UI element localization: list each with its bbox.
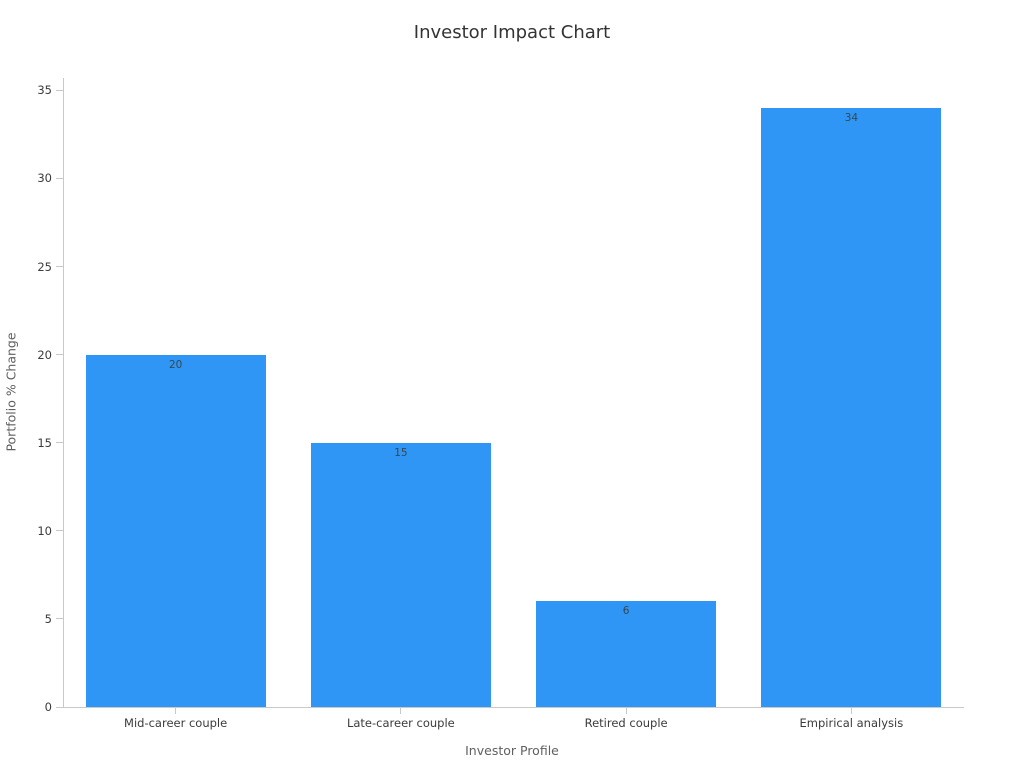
x-tick-label: Late-career couple (346, 716, 455, 730)
y-tick-mark (56, 89, 63, 91)
x-axis-title: Investor Profile (465, 743, 559, 758)
x-tick-mark (400, 707, 402, 714)
y-tick-label: 30 (37, 171, 52, 186)
x-tick-mark (625, 707, 627, 714)
x-tick-mark (850, 707, 852, 714)
y-axis-line (63, 78, 64, 707)
bar-value-label: 20 (168, 358, 183, 371)
y-tick-mark (56, 706, 63, 708)
x-axis-line (63, 707, 964, 708)
bar-value-label: 34 (844, 111, 859, 124)
y-tick-mark (56, 354, 63, 356)
bar-value-label: 6 (622, 605, 630, 618)
y-tick-label: 5 (44, 611, 52, 626)
y-tick-mark (56, 266, 63, 268)
x-tick-mark (175, 707, 177, 714)
chart-title: Investor Impact Chart (413, 22, 611, 43)
bar-mid-career-couple (85, 354, 266, 707)
y-tick-mark (56, 618, 63, 620)
x-tick-label: Mid-career couple (124, 716, 228, 730)
bar-empirical-analysis (761, 107, 942, 707)
y-tick-mark (56, 530, 63, 532)
y-tick-mark (56, 177, 63, 179)
y-tick-label: 25 (37, 259, 52, 274)
y-tick-label: 10 (37, 523, 52, 538)
y-tick-label: 35 (37, 83, 52, 98)
y-tick-mark (56, 442, 63, 444)
bar-retired-couple (536, 601, 717, 707)
x-tick-label: Empirical analysis (799, 716, 904, 730)
bar-late-career-couple (310, 442, 491, 707)
bar-value-label: 15 (394, 446, 408, 459)
x-tick-label: Retired couple (584, 716, 668, 730)
y-tick-label: 20 (37, 347, 52, 362)
y-tick-label: 0 (44, 700, 52, 714)
y-tick-label: 15 (37, 435, 52, 450)
